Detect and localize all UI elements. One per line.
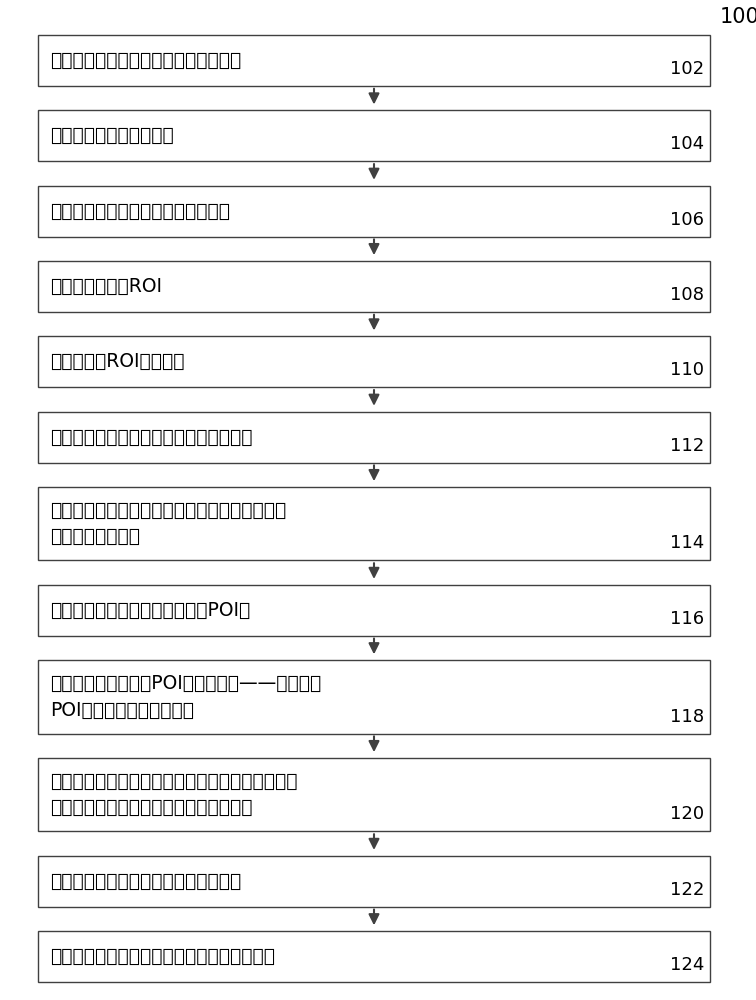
Text: 对采集的图像进行小型化: 对采集的图像进行小型化: [50, 126, 174, 145]
Text: 将图像与先前处理的图像相比较以确定图像是否具
有新区域或具有比先前的图像更好的质量: 将图像与先前处理的图像相比较以确定图像是否具 有新区域或具有比先前的图像更好的质…: [50, 772, 298, 817]
Text: 测量图像的图像属性，丢弃不适合的图像: 测量图像的图像属性，丢弃不适合的图像: [50, 428, 253, 447]
Text: 102: 102: [670, 60, 704, 78]
Text: 根据确定的ROI裁剪图像: 根据确定的ROI裁剪图像: [50, 352, 184, 371]
Text: 122: 122: [670, 881, 704, 899]
Bar: [38, 660, 710, 734]
Text: 116: 116: [670, 610, 704, 628]
Text: 104: 104: [670, 135, 704, 153]
Text: 标识二进制图像中的感兴趣点（POI）: 标识二进制图像中的感兴趣点（POI）: [50, 601, 250, 620]
Bar: [38, 412, 710, 463]
Text: 118: 118: [670, 708, 704, 726]
Bar: [38, 35, 710, 86]
Text: 采集和存储单独的视网膜图像的视频流: 采集和存储单独的视网膜图像的视频流: [50, 51, 241, 70]
Text: 124: 124: [670, 956, 704, 974]
Text: 将更好的图像或新图像添加到图像全景: 将更好的图像或新图像添加到图像全景: [50, 872, 241, 891]
Bar: [38, 186, 710, 237]
Text: 100: 100: [720, 7, 756, 27]
Text: 112: 112: [670, 437, 704, 455]
Text: 114: 114: [670, 534, 704, 552]
Text: 120: 120: [670, 805, 704, 823]
Bar: [38, 487, 710, 560]
Bar: [38, 261, 710, 312]
Text: 基于实现所指定的视场测量全景视场终止过程: 基于实现所指定的视场测量全景视场终止过程: [50, 947, 275, 966]
Text: 对适合的小型化和裁剪的图像执行实时边缘检测
以产生二进制图像: 对适合的小型化和裁剪的图像执行实时边缘检测 以产生二进制图像: [50, 501, 287, 546]
Bar: [38, 931, 710, 982]
Bar: [38, 856, 710, 907]
Text: 108: 108: [670, 286, 704, 304]
Bar: [38, 110, 710, 161]
Text: 106: 106: [670, 211, 704, 229]
Text: 确定二进制图像中的POI的相对位置——利用相对
POI位置信息填充数据结构: 确定二进制图像中的POI的相对位置——利用相对 POI位置信息填充数据结构: [50, 674, 321, 720]
Text: 110: 110: [670, 361, 704, 379]
Bar: [38, 336, 710, 387]
Bar: [38, 585, 710, 636]
Text: 确定在图像传感器上图像定位在何处: 确定在图像传感器上图像定位在何处: [50, 202, 230, 221]
Bar: [38, 758, 710, 831]
Text: 确定单独图像的ROI: 确定单独图像的ROI: [50, 277, 162, 296]
